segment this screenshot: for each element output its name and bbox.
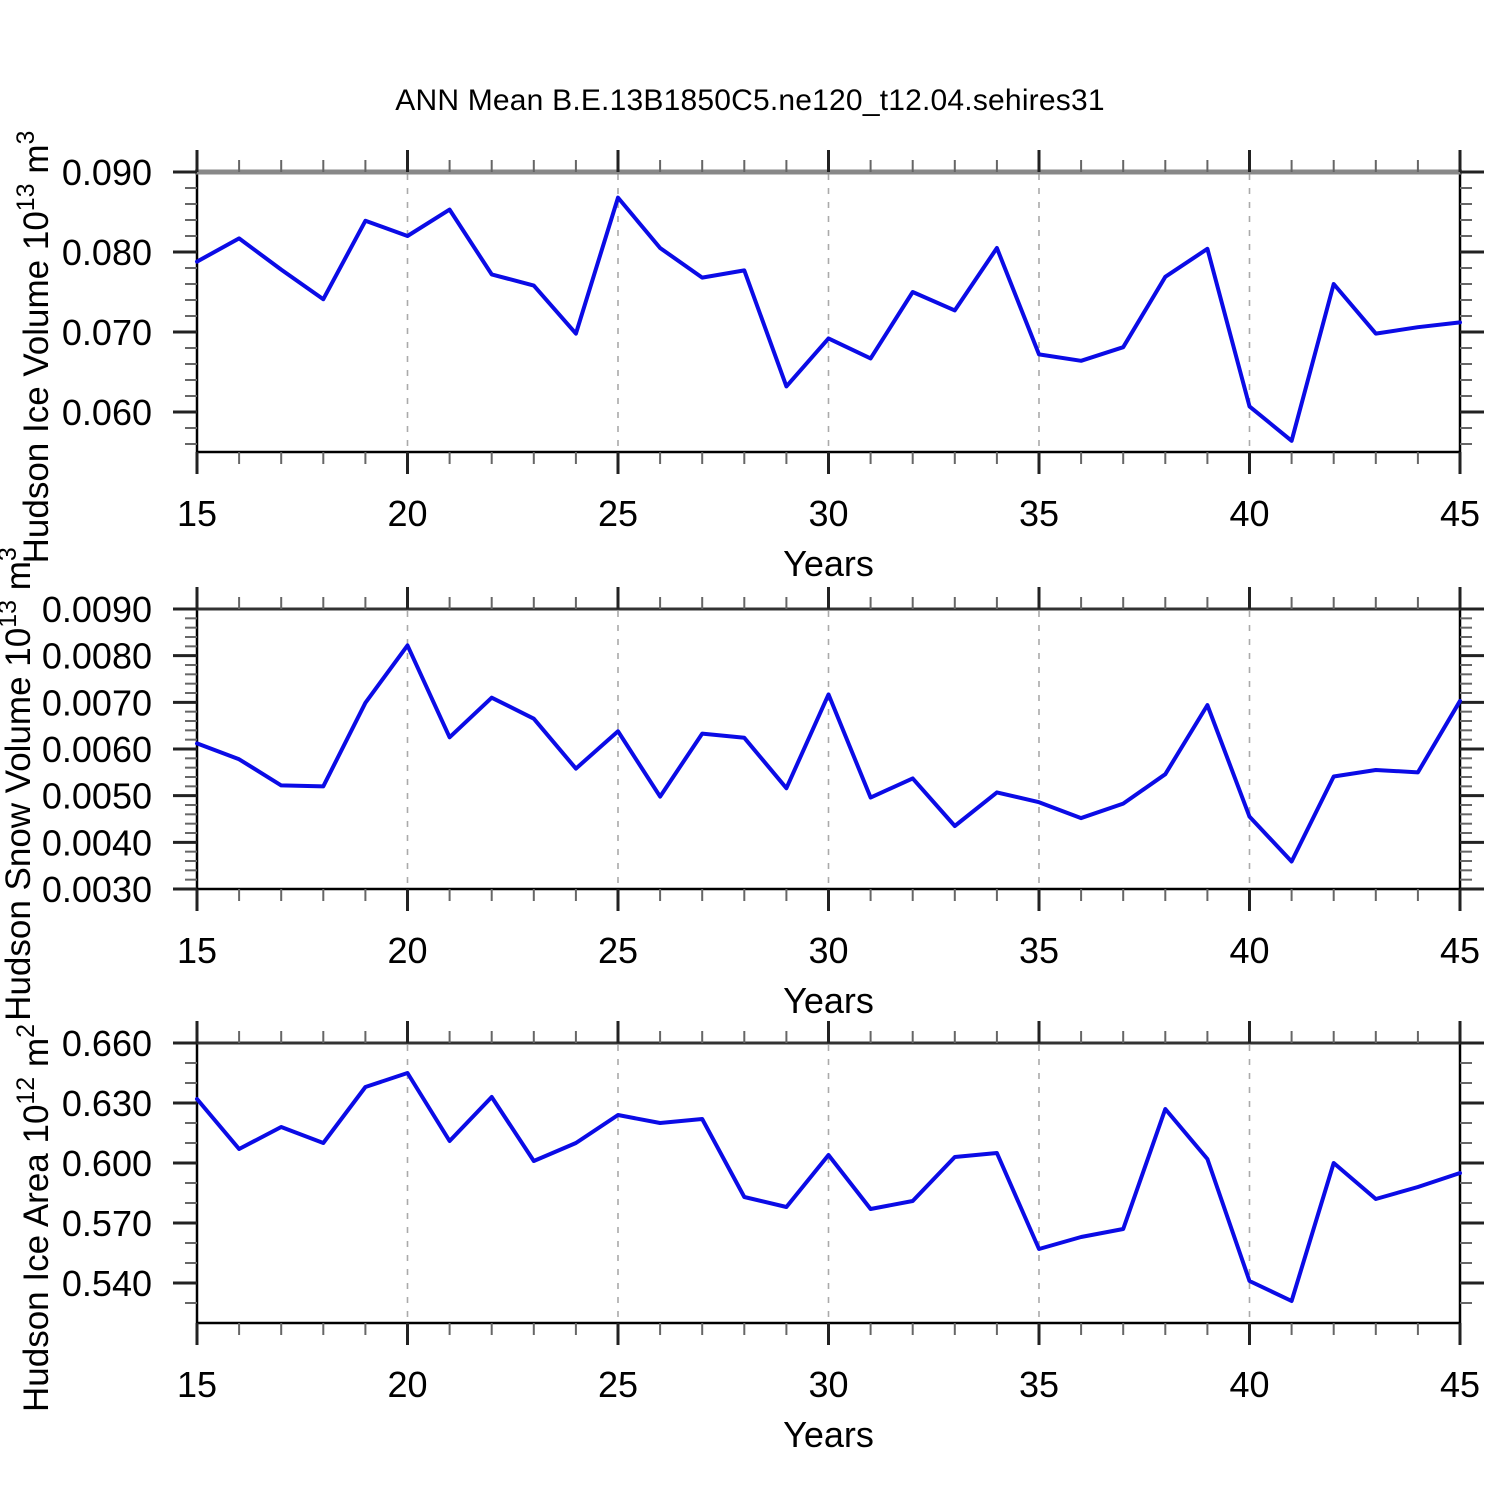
plot-frame — [195, 1041, 1462, 1325]
x-tick-label: 30 — [808, 930, 848, 971]
data-line — [195, 1071, 1462, 1303]
x-tick-label: 15 — [177, 493, 217, 534]
y-tick-label: 0.660 — [62, 1023, 152, 1064]
y-tick-label: 0.060 — [62, 392, 152, 433]
y-tick-label: 0.0090 — [42, 589, 152, 630]
y-tick-label: 0.0030 — [42, 869, 152, 910]
chart-title: ANN Mean B.E.13B1850C5.ne120_t12.04.sehi… — [395, 84, 1105, 117]
x-tick-label: 15 — [177, 1364, 217, 1405]
y-tick-label: 0.090 — [62, 152, 152, 193]
hudson-ice-area-panel: 0.540 0.570 0.600 0.630 0.660 15 20 25 30 35 40 45 Y… — [12, 1021, 1484, 1455]
x-tick-label: 30 — [808, 493, 848, 534]
x-tick-label: 20 — [387, 493, 427, 534]
y-axis-title: Hudson Snow Volume 1013 m3 — [0, 547, 38, 1021]
data-line — [195, 195, 1462, 443]
x-tick-label: 30 — [808, 1364, 848, 1405]
y-tick-label: 0.630 — [62, 1083, 152, 1124]
y-tick-label: 0.600 — [62, 1143, 152, 1184]
x-tick-label: 35 — [1019, 1364, 1059, 1405]
x-tick-label: 40 — [1229, 1364, 1269, 1405]
y-axis-title: Hudson Ice Volume 1013 m3 — [12, 131, 56, 564]
x-tick-label: 25 — [598, 930, 638, 971]
y-tick-label: 0.0040 — [42, 822, 152, 863]
y-tick-label: 0.070 — [62, 312, 152, 353]
hudson-snow-volume-panel: 0.0030 0.0040 0.0050 0.0060 0.0070 0.0080 0.00… — [0, 547, 1484, 1021]
x-axis-title: Years — [783, 1414, 874, 1455]
x-tick-label: 25 — [598, 1364, 638, 1405]
y-tick-label: 0.570 — [62, 1203, 152, 1244]
plot-frame — [195, 607, 1462, 891]
x-axis-title: Years — [783, 543, 874, 584]
x-tick-label: 25 — [598, 493, 638, 534]
y-tick-label: 0.080 — [62, 232, 152, 273]
y-tick-label: 0.0070 — [42, 682, 152, 723]
x-tick-label: 35 — [1019, 930, 1059, 971]
y-tick-label: 0.0050 — [42, 776, 152, 817]
hudson-ice-volume-panel: 0.060 0.070 0.080 0.090 15 20 25 30 35 40 45 Years H… — [12, 131, 1484, 584]
data-line — [195, 643, 1462, 864]
x-tick-label: 45 — [1440, 1364, 1480, 1405]
y-axis-title: Hudson Ice Area 1012 m2 — [12, 1024, 56, 1412]
x-tick-label: 40 — [1229, 930, 1269, 971]
x-axis-title: Years — [783, 980, 874, 1021]
y-tick-label: 0.0080 — [42, 636, 152, 677]
y-tick-label: 0.0060 — [42, 729, 152, 770]
x-tick-label: 40 — [1229, 493, 1269, 534]
x-tick-label: 45 — [1440, 493, 1480, 534]
x-tick-label: 35 — [1019, 493, 1059, 534]
x-tick-label: 20 — [387, 930, 427, 971]
x-tick-label: 15 — [177, 930, 217, 971]
y-tick-label: 0.540 — [62, 1263, 152, 1304]
x-tick-label: 20 — [387, 1364, 427, 1405]
x-tick-label: 45 — [1440, 930, 1480, 971]
plot-frame — [195, 170, 1462, 454]
